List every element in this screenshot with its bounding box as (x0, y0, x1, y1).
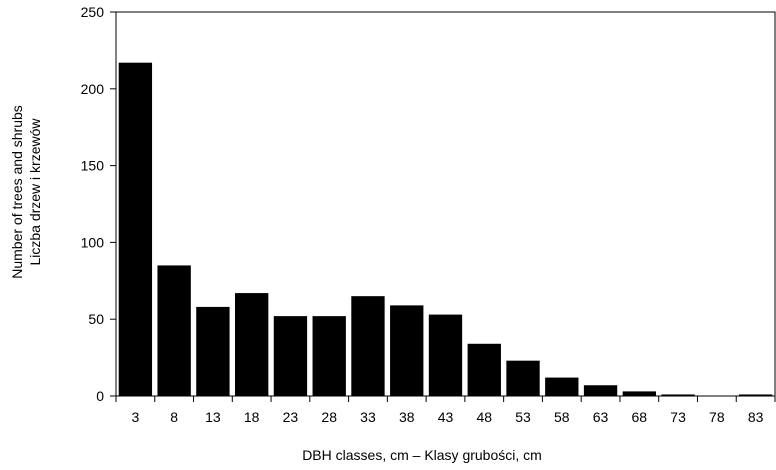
x-tick-label: 53 (515, 409, 531, 425)
bar-83 (738, 394, 773, 396)
x-tick-label: 28 (321, 409, 337, 425)
x-tick-label: 58 (554, 409, 570, 425)
y-tick-label: 0 (96, 388, 104, 404)
y-axis-title-line-2: Liczba drzew i krzewów (27, 118, 43, 266)
bar-53 (506, 360, 540, 396)
bar-63 (583, 385, 618, 396)
bar-18 (235, 293, 269, 396)
bar-68 (622, 391, 656, 396)
bars-group (118, 62, 773, 396)
y-tick-label: 100 (81, 234, 105, 250)
bar-48 (467, 343, 501, 396)
bar-73 (661, 394, 695, 396)
y-tick-label: 150 (81, 158, 105, 174)
bar-38 (390, 305, 424, 396)
x-tick-label: 83 (748, 409, 764, 425)
x-tick-label: 8 (170, 409, 178, 425)
bar-3 (118, 62, 153, 396)
x-tick-label: 13 (205, 409, 221, 425)
bar-58 (545, 377, 579, 396)
x-tick-label: 3 (131, 409, 139, 425)
y-tick-label: 50 (88, 311, 104, 327)
x-tick-label: 73 (670, 409, 686, 425)
bar-43 (428, 314, 463, 396)
bar-8 (157, 265, 191, 396)
x-tick-label: 63 (593, 409, 609, 425)
x-tick-label: 48 (476, 409, 492, 425)
bar-28 (312, 316, 346, 396)
y-tick-label: 250 (81, 4, 105, 20)
x-tick-label: 38 (399, 409, 415, 425)
y-axis: 0 50 100 150 200 250 (81, 4, 116, 404)
x-tick-label: 33 (360, 409, 376, 425)
y-tick-label: 200 (81, 81, 105, 97)
x-tick-label: 18 (244, 409, 260, 425)
bar-13 (196, 306, 230, 396)
y-axis-title-line-1: Number of trees and shrubs (9, 105, 25, 279)
x-axis-title: DBH classes, cm – Klasy grubości, cm (302, 447, 542, 463)
x-axis: 3 8 13 18 23 28 33 38 43 48 53 58 63 68 73 78 83 (115, 396, 776, 425)
bar-33 (351, 296, 385, 396)
x-tick-label: 43 (438, 409, 454, 425)
x-tick-label: 23 (283, 409, 299, 425)
x-tick-label: 68 (632, 409, 648, 425)
x-tick-label: 78 (709, 409, 725, 425)
bar-23 (273, 316, 308, 396)
